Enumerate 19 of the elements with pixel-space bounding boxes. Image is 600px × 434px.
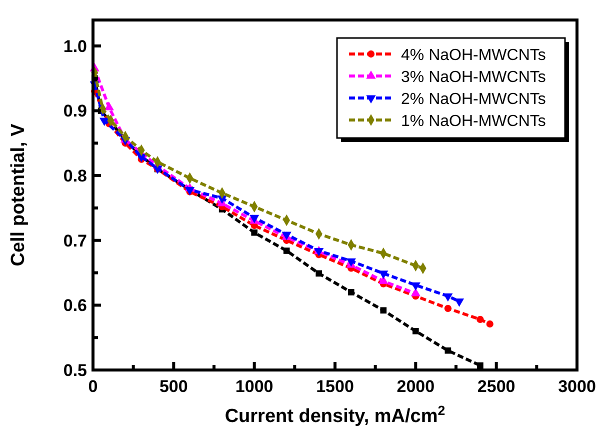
y-tick-label: 0.6 (63, 296, 87, 316)
y-tick-label: 1.0 (63, 36, 87, 56)
legend-label: 4% NaOH-MWCNTs (401, 47, 546, 64)
x-axis-title: Current density, mA/cm$^{2}$ (224, 402, 446, 427)
y-tick-label: 0.8 (63, 166, 87, 186)
y-axis-title: Cell potential, V (8, 123, 29, 266)
x-tick-label: 3000 (558, 377, 596, 396)
x-tick-label: 0 (88, 377, 98, 396)
x-tick-label: 500 (159, 377, 188, 396)
x-tick-label: 1000 (235, 377, 274, 396)
y-tick-label: 0.7 (63, 231, 87, 250)
legend-label: 2% NaOH-MWCNTs (401, 91, 546, 108)
x-tick-label: 1500 (316, 377, 354, 396)
x-tick-label: 2000 (396, 377, 435, 396)
legend-label: 1% NaOH-MWCNTs (401, 113, 546, 130)
legend-label: 3% NaOH-MWCNTs (401, 69, 546, 86)
y-tick-label: 0.5 (63, 361, 87, 380)
x-tick-label: 2500 (477, 377, 516, 396)
y-tick-label: 0.9 (63, 102, 87, 121)
